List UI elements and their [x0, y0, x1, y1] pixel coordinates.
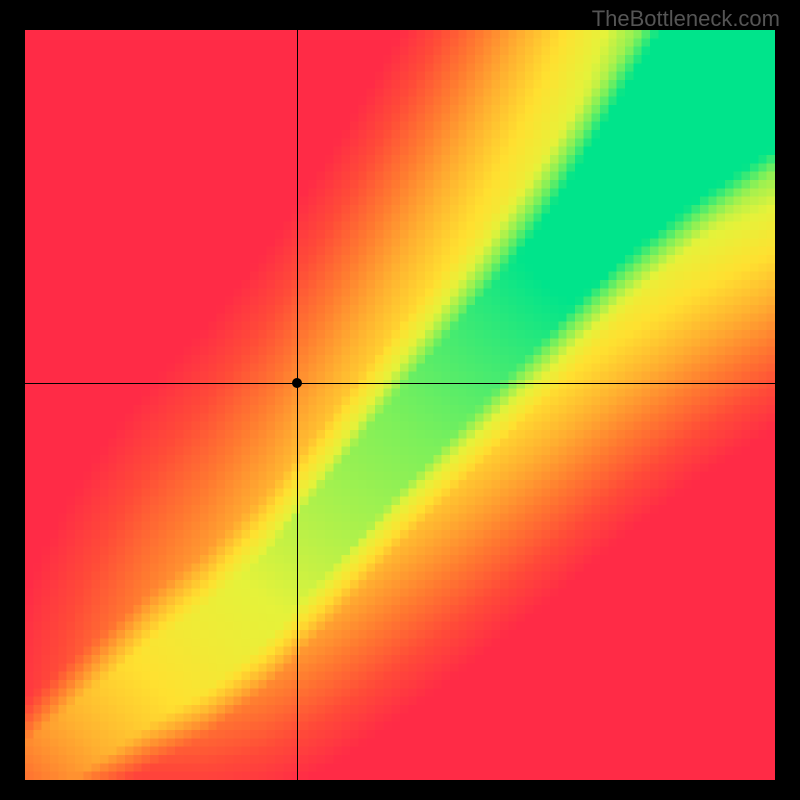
chart-root: TheBottleneck.com — [0, 0, 800, 800]
marker-dot — [292, 378, 302, 388]
heatmap-canvas — [25, 30, 775, 780]
crosshair-vertical — [297, 30, 298, 780]
crosshair-horizontal — [25, 383, 775, 384]
attribution-label: TheBottleneck.com — [592, 6, 780, 32]
plot-area — [25, 30, 775, 780]
